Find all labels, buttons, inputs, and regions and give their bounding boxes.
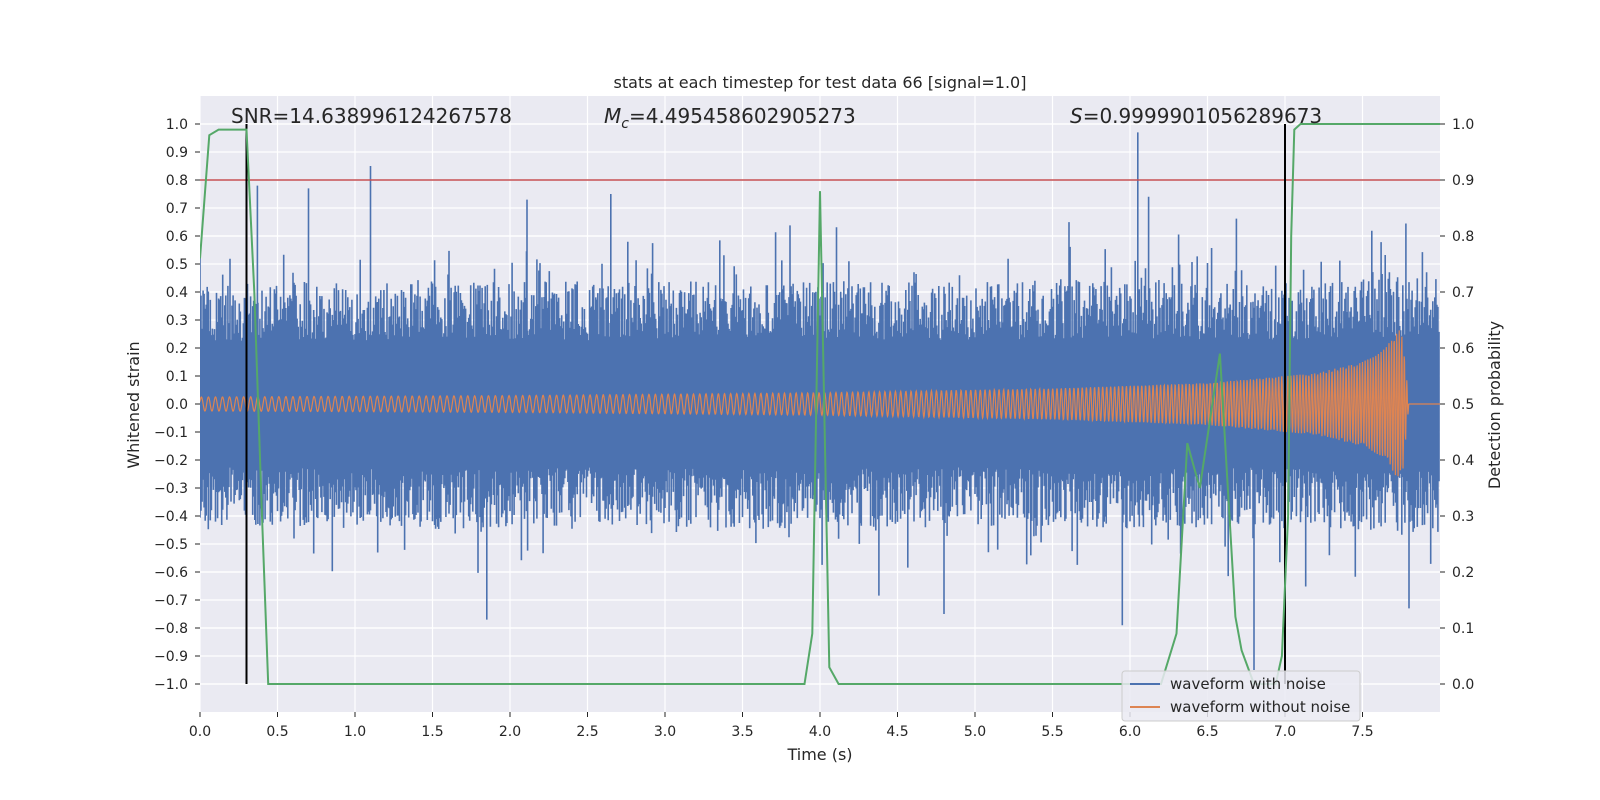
y-left-tick-label: −0.7: [154, 593, 188, 609]
snr-annotation: SNR=14.638996124267578: [231, 104, 512, 128]
y-left-tick-label: −0.8: [154, 621, 188, 637]
x-tick-label: 2.0: [499, 724, 521, 740]
x-tick-label: 2.5: [576, 724, 598, 740]
x-tick-label: 5.0: [964, 724, 986, 740]
y-right-tick-label: 0.1: [1452, 621, 1474, 637]
x-axis-ticks: 0.0 0.5 1.0 1.5 2.0 2.5 3.0 3.5 4.0 4.5 5.0 5.5 6.0 6…: [189, 712, 1374, 740]
x-tick-label: 0.0: [189, 724, 211, 740]
y-right-tick-label: 0.9: [1452, 173, 1474, 189]
y-left-tick-label: −1.0: [154, 677, 188, 693]
y-axis-label-left: Whitened strain: [124, 341, 143, 468]
y-left-tick-label: 0.1: [166, 369, 188, 385]
y-right-tick-label: 0.6: [1452, 341, 1474, 357]
y-right-tick-label: 0.7: [1452, 285, 1474, 301]
y-left-tick-label: 1.0: [166, 117, 188, 133]
y-left-tick-label: 0.3: [166, 313, 188, 329]
y-left-tick-label: −0.3: [154, 481, 188, 497]
mc-value: =4.495458602905273: [629, 104, 856, 128]
x-tick-label: 4.5: [886, 724, 908, 740]
x-axis-label: Time (s): [786, 745, 852, 764]
y-left-tick-label: −0.2: [154, 453, 188, 469]
y-left-tick-label: 0.7: [166, 201, 188, 217]
y-axis-label-right: Detection probability: [1485, 321, 1504, 489]
y-left-tick-label: 0.9: [166, 145, 188, 161]
chirp-mass-annotation: Mc=4.495458602905273: [604, 104, 856, 132]
y-right-tick-label: 0.8: [1452, 229, 1474, 245]
y-left-tick-label: −0.6: [154, 565, 188, 581]
y-right-tick-label: 1.0: [1452, 117, 1474, 133]
x-tick-label: 6.5: [1196, 724, 1218, 740]
x-tick-label: 7.5: [1351, 724, 1373, 740]
y-right-tick-label: 0.3: [1452, 509, 1474, 525]
series-layer: [200, 123, 1440, 685]
x-tick-label: 1.0: [344, 724, 366, 740]
x-tick-label: 1.5: [421, 724, 443, 740]
y-left-tick-label: −0.5: [154, 537, 188, 553]
s-annotation: S=0.9999901056289673: [1070, 104, 1322, 128]
series-detection-probability: [200, 123, 1440, 685]
y-left-tick-label: −0.4: [154, 509, 188, 525]
y-right-axis-ticks: 1.0 0.9 0.8 0.7 0.6 0.5 0.4 0.3 0.2 0.1 0.0: [1440, 117, 1474, 693]
x-tick-label: 3.5: [731, 724, 753, 740]
legend-box: [1121, 670, 1361, 722]
x-tick-label: 6.0: [1119, 724, 1141, 740]
series-waveform-without-noise: [200, 330, 1440, 477]
s-value: =0.9999901056289673: [1083, 104, 1322, 128]
x-tick-label: 7.0: [1274, 724, 1296, 740]
y-right-tick-label: 0.0: [1452, 677, 1474, 693]
legend-label-noise: waveform with noise: [1170, 675, 1326, 693]
x-tick-label: 4.0: [809, 724, 831, 740]
x-tick-label: 0.5: [266, 724, 288, 740]
x-tick-label: 3.0: [654, 724, 676, 740]
y-left-tick-label: 0.8: [166, 173, 188, 189]
y-left-tick-label: 0.0: [166, 397, 188, 413]
chart-title: stats at each timestep for test data 66 …: [614, 73, 1027, 92]
y-left-tick-label: 0.6: [166, 229, 188, 245]
mc-symbol: M: [604, 104, 621, 128]
y-right-tick-label: 0.5: [1452, 397, 1474, 413]
mc-subscript: c: [621, 116, 629, 132]
y-left-tick-label: 0.4: [166, 285, 188, 301]
s-symbol: S: [1070, 104, 1083, 128]
y-left-tick-label: −0.9: [154, 649, 188, 665]
x-tick-label: 5.5: [1041, 724, 1063, 740]
y-left-tick-label: 0.2: [166, 341, 188, 357]
y-left-tick-label: 0.5: [166, 257, 188, 273]
y-right-tick-label: 0.2: [1452, 565, 1474, 581]
y-left-axis-ticks: 1.0 0.9 0.8 0.7 0.6 0.5 0.4 0.3 0.2 0.1 0.0 −0.1 −0.…: [154, 117, 200, 693]
y-left-tick-label: −0.1: [154, 425, 188, 441]
legend-label-clean: waveform without noise: [1170, 698, 1350, 716]
y-right-tick-label: 0.4: [1452, 453, 1474, 469]
legend: waveform with noise waveform without noi…: [1121, 670, 1361, 722]
